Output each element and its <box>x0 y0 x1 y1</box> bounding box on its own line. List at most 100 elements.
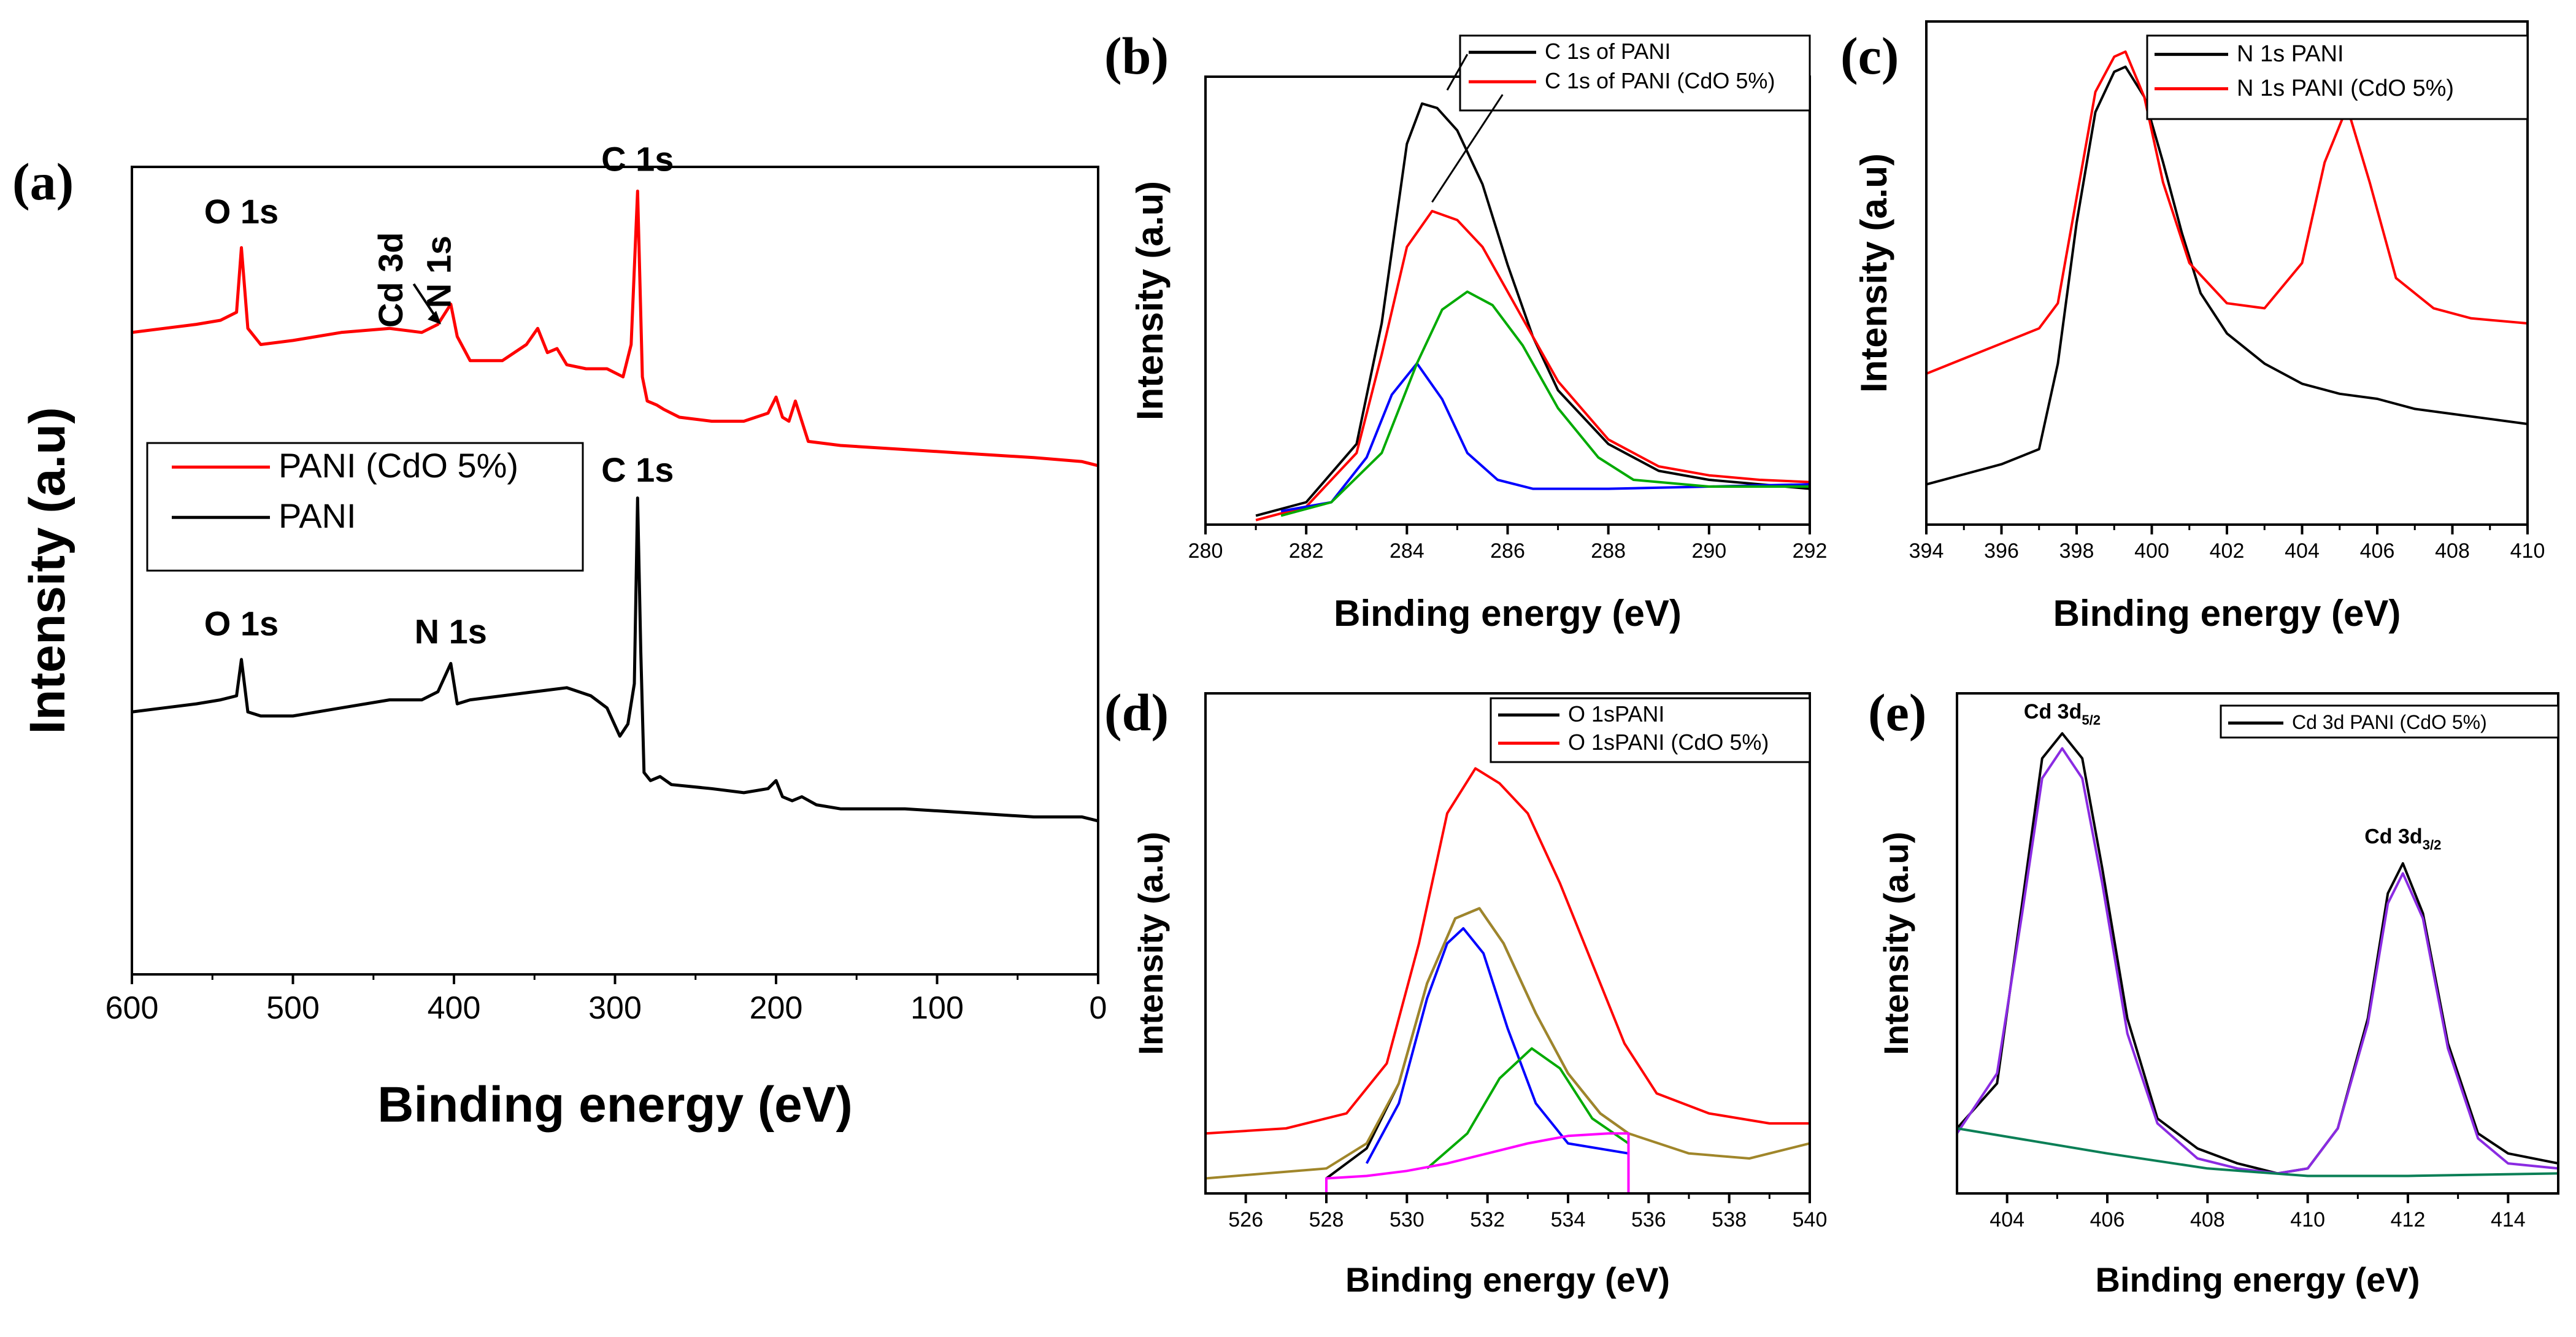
x-tick-label: 528 <box>1309 1208 1344 1231</box>
cd-arrow-head <box>428 310 441 325</box>
x-tick-label: 300 <box>588 990 642 1026</box>
x-tick-label: 404 <box>1990 1208 2024 1231</box>
x-tick-label: 540 <box>1793 1208 1828 1231</box>
x-tick-label: 600 <box>106 990 159 1026</box>
legend-box <box>1490 697 1811 763</box>
series-line-baseline <box>1957 1127 2558 1177</box>
series-line-pani-cdo-5- <box>132 190 1098 468</box>
panel-e: (e) 404 406 408 410 412 414 Binding energy (eV)… <box>1868 683 2559 1299</box>
x-tick-label: 534 <box>1551 1208 1586 1231</box>
x-tick-label: 280 <box>1188 539 1223 563</box>
x-tick-label: 406 <box>2090 1208 2125 1231</box>
x-tick-label: 408 <box>2435 539 2470 563</box>
legend-label: PANI (CdO 5%) <box>279 446 518 485</box>
x-tick-label: 292 <box>1793 539 1828 563</box>
peak-annotation: Cd 3d5/2 <box>2024 700 2101 728</box>
x-tick-label: 402 <box>2210 539 2245 563</box>
peak-annotation: O 1s <box>204 604 279 642</box>
x-tick-label: 500 <box>266 990 320 1026</box>
panel-b: (b) 280 282 284 286 288 290 292 Binding energy (… <box>1104 26 1827 634</box>
series-line-n-1s-pani-cdo-5- <box>1926 50 2528 375</box>
x-axis-title: Binding energy (eV) <box>377 1077 853 1133</box>
panel-c: (c) 394 396 398 400 402 404 406 408 410 Binding en… <box>1840 20 2545 634</box>
x-tick-label: 400 <box>428 990 481 1026</box>
series-line-fit-531-4-ev <box>1365 927 1629 1165</box>
panel-label: (d) <box>1104 683 1169 742</box>
x-tick-label: 100 <box>910 990 964 1026</box>
series-line-fit-284-2-ev <box>1280 362 1810 513</box>
series-line-o-1spani <box>1325 907 1629 1180</box>
x-tick-label: 290 <box>1691 539 1726 563</box>
panel-label: (e) <box>1868 683 1926 742</box>
panel-d: (d) 526 528 530 532 534 536 538 540 Binding energ… <box>1104 683 1827 1299</box>
series-line-c-1s-of-pani-cdo-5- <box>1255 210 1810 522</box>
series-line-c-1s-of-pani <box>1255 102 1810 517</box>
annotation-subscript: 3/2 <box>2423 838 2442 853</box>
series-line-background <box>1325 1132 1630 1193</box>
panel-label: (a) <box>12 152 74 211</box>
legend-box <box>146 442 584 572</box>
legend-label: Cd 3d PANI (CdO 5%) <box>2292 711 2487 733</box>
x-tick-label: 400 <box>2134 539 2169 563</box>
x-axis-title: Binding energy (eV) <box>1334 593 1682 634</box>
legend-label: N 1s PANI <box>2237 41 2344 67</box>
panel-a: (a) 600 500 400 300 200 100 0 Binding energy (eV… <box>12 140 1107 1133</box>
x-tick-label: 412 <box>2391 1208 2426 1231</box>
y-axis-title: Intensity (a.u) <box>1131 831 1170 1055</box>
legend-label: C 1s of PANI <box>1545 39 1671 64</box>
x-tick-label: 288 <box>1591 539 1626 563</box>
y-axis-title: Intensity (a.u) <box>1853 153 1894 393</box>
legend-label: O 1sPANI <box>1568 701 1664 726</box>
series-line-fit-533-1-ev <box>1426 1047 1629 1169</box>
peak-annotation: O 1s <box>204 192 279 231</box>
series-line-o-1spani-cdo-5- <box>1205 767 1810 1135</box>
x-axis-title: Binding energy (eV) <box>2096 1260 2420 1299</box>
x-tick-label: 406 <box>2360 539 2395 563</box>
x-tick-label: 414 <box>2491 1208 2526 1231</box>
y-axis-title: Intensity (a.u) <box>1877 831 1915 1055</box>
x-tick-label: 532 <box>1470 1208 1505 1231</box>
peak-annotation: N 1s <box>420 236 458 308</box>
plot-frame <box>1204 75 1811 526</box>
panel-label: (c) <box>1840 26 1899 85</box>
x-tick-label: 200 <box>750 990 803 1026</box>
legend-label: O 1sPANI (CdO 5%) <box>1568 730 1769 755</box>
panel-label: (b) <box>1104 26 1169 85</box>
plot-frame <box>1956 692 2559 1195</box>
x-tick-label: 284 <box>1390 539 1424 563</box>
legend-arrow <box>1446 53 1469 91</box>
peak-annotation: Cd 3d3/2 <box>2364 825 2441 853</box>
peak-annotation: C 1s <box>601 140 674 179</box>
legend-label: C 1s of PANI (CdO 5%) <box>1545 68 1775 93</box>
x-tick-label: 398 <box>2059 539 2094 563</box>
y-axis-title: Intensity (a.u) <box>1129 181 1171 420</box>
legend-box <box>1459 34 1811 112</box>
x-tick-label: 536 <box>1631 1208 1666 1231</box>
legend-box <box>2146 34 2529 120</box>
x-tick-label: 0 <box>1090 990 1107 1026</box>
series-line-n-1s-pani <box>1926 65 2528 486</box>
series-line-envelope <box>1205 907 1810 1180</box>
x-tick-label: 410 <box>2290 1208 2325 1231</box>
x-tick-label: 526 <box>1228 1208 1263 1231</box>
x-tick-label: 396 <box>1984 539 2019 563</box>
x-tick-label: 286 <box>1490 539 1525 563</box>
series-line-fit-envelope <box>1957 747 2558 1175</box>
legend-arrow <box>1431 94 1504 203</box>
x-tick-label: 408 <box>2190 1208 2225 1231</box>
peak-annotation: Cd 3d <box>371 232 410 328</box>
x-tick-label: 538 <box>1712 1208 1747 1231</box>
legend-label: PANI <box>279 496 356 535</box>
x-tick-label: 530 <box>1390 1208 1424 1231</box>
series-line-fit-285-2-ev <box>1280 290 1810 517</box>
x-tick-label: 394 <box>1909 539 1944 563</box>
x-tick-label: 410 <box>2510 539 2545 563</box>
legend-label: N 1s PANI (CdO 5%) <box>2237 75 2454 101</box>
x-axis-title: Binding energy (eV) <box>1345 1260 1670 1299</box>
peak-annotation: N 1s <box>415 612 487 650</box>
x-axis-title: Binding energy (eV) <box>2053 593 2401 634</box>
series-line-pani <box>132 496 1098 823</box>
y-axis-title: Intensity (a.u) <box>20 407 75 734</box>
plot-frame <box>1204 692 1811 1195</box>
